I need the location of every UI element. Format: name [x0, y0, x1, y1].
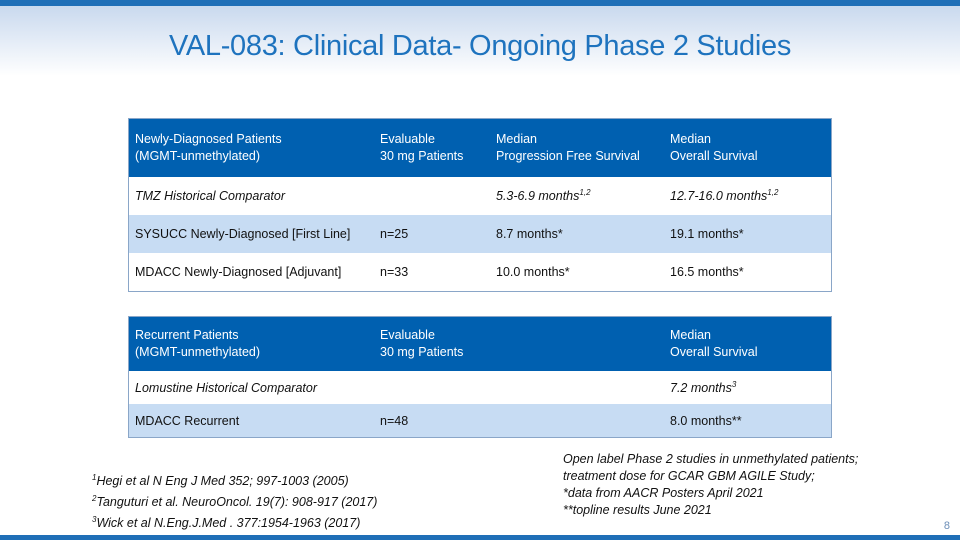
header-text: (MGMT-unmethylated) [135, 149, 261, 163]
references: 1Hegi et al N Eng J Med 352; 997-1003 (2… [92, 469, 377, 532]
table-cell: MDACC Newly-Diagnosed [Adjuvant] [128, 253, 374, 292]
header-text: 30 mg Patients [380, 149, 464, 163]
table-cell: n=25 [374, 215, 490, 253]
reference-number: 2 [92, 494, 97, 504]
table-cell: n=48 [374, 404, 490, 438]
footnote-mark: 3 [731, 379, 737, 389]
header-text: Overall Survival [670, 345, 758, 359]
reference-text: Tanguturi et al. NeuroOncol. 19(7): 908-… [96, 495, 378, 510]
header-text: Median [670, 132, 711, 146]
table-cell [490, 404, 664, 438]
table-cell: TMZ Historical Comparator [128, 177, 374, 215]
reference-text: Hegi et al N Eng J Med 352; 997-1003 (20… [96, 474, 349, 489]
table-cell: 8.7 months* [490, 215, 664, 253]
top-accent-bar [0, 0, 960, 6]
header-text: 30 mg Patients [380, 345, 464, 359]
header-text: Evaluable [380, 132, 435, 146]
footnote-mark: 1,2 [767, 188, 779, 198]
header-cell: Median Overall Survival [664, 316, 832, 371]
reference-item: 2Tanguturi et al. NeuroOncol. 19(7): 908… [92, 490, 377, 511]
table-cell: 10.0 months* [490, 253, 664, 292]
header-text: Median [670, 328, 711, 342]
table-cell [374, 371, 490, 404]
note-line: Open label Phase 2 studies in unmethylat… [563, 452, 859, 466]
footnote-mark: 1,2 [579, 188, 591, 198]
header-text: Progression Free Survival [496, 149, 640, 163]
table-cell: 7.2 months3 [664, 371, 832, 404]
header-cell: Newly-Diagnosed Patients (MGMT-unmethylat… [128, 118, 374, 177]
cell-value: 5.3-6.9 months [496, 189, 580, 204]
table-cell: 16.5 months* [664, 253, 832, 292]
cell-value: 7.2 months [670, 381, 732, 396]
header-cell: Median Progression Free Survival [490, 118, 664, 177]
cell-value: 12.7-16.0 months [670, 189, 768, 204]
study-notes: Open label Phase 2 studies in unmethylat… [563, 451, 858, 519]
table-cell: 5.3-6.9 months1,2 [490, 177, 664, 215]
header-text: Median [496, 132, 537, 146]
reference-number: 3 [92, 515, 97, 525]
note-line: *data from AACR Posters April 2021 [563, 486, 764, 500]
table-row: MDACC Recurrent n=48 8.0 months** [128, 404, 832, 438]
reference-item: 3Wick et al N.Eng.J.Med . 377:1954-1963 … [92, 511, 377, 532]
table-row: TMZ Historical Comparator 5.3-6.9 months… [128, 177, 832, 215]
top-gradient [0, 6, 960, 76]
table-cell: Lomustine Historical Comparator [128, 371, 374, 404]
header-cell: Recurrent Patients (MGMT-unmethylated) [128, 316, 374, 371]
table-header-row: Recurrent Patients (MGMT-unmethylated) Ev… [128, 316, 832, 371]
table-cell: SYSUCC Newly-Diagnosed [First Line] [128, 215, 374, 253]
table-cell [490, 371, 664, 404]
table-row: Lomustine Historical Comparator 7.2 mont… [128, 371, 832, 404]
table-row: SYSUCC Newly-Diagnosed [First Line] n=25… [128, 215, 832, 253]
reference-text: Wick et al N.Eng.J.Med . 377:1954-1963 (… [96, 516, 361, 531]
note-line: treatment dose for GCAR GBM AGILE Study; [563, 469, 815, 483]
table-cell: 12.7-16.0 months1,2 [664, 177, 832, 215]
header-text: Newly-Diagnosed Patients [135, 132, 282, 146]
newly-diagnosed-table: Newly-Diagnosed Patients (MGMT-unmethylat… [128, 118, 832, 292]
table-row: MDACC Newly-Diagnosed [Adjuvant] n=33 10… [128, 253, 832, 292]
header-text: Evaluable [380, 328, 435, 342]
table-cell: n=33 [374, 253, 490, 292]
note-line: **topline results June 2021 [563, 503, 712, 517]
table-cell: 8.0 months** [664, 404, 832, 438]
header-cell: Evaluable 30 mg Patients [374, 316, 490, 371]
recurrent-table: Recurrent Patients (MGMT-unmethylated) Ev… [128, 316, 832, 438]
table-cell: 19.1 months* [664, 215, 832, 253]
header-cell [490, 316, 664, 371]
table-cell [374, 177, 490, 215]
reference-number: 1 [92, 473, 97, 482]
header-text: Overall Survival [670, 149, 758, 163]
header-cell: Median Overall Survival [664, 118, 832, 177]
table-header-row: Newly-Diagnosed Patients (MGMT-unmethylat… [128, 118, 832, 177]
table-cell: MDACC Recurrent [128, 404, 374, 438]
reference-item: 1Hegi et al N Eng J Med 352; 997-1003 (2… [92, 469, 377, 490]
header-cell: Evaluable 30 mg Patients [374, 118, 490, 177]
page-number: 8 [943, 520, 950, 532]
header-text: Recurrent Patients [135, 328, 239, 342]
slide-title: VAL-083: Clinical Data- Ongoing Phase 2 … [168, 30, 792, 62]
header-text: (MGMT-unmethylated) [135, 345, 261, 359]
bottom-accent-bar [0, 535, 960, 540]
